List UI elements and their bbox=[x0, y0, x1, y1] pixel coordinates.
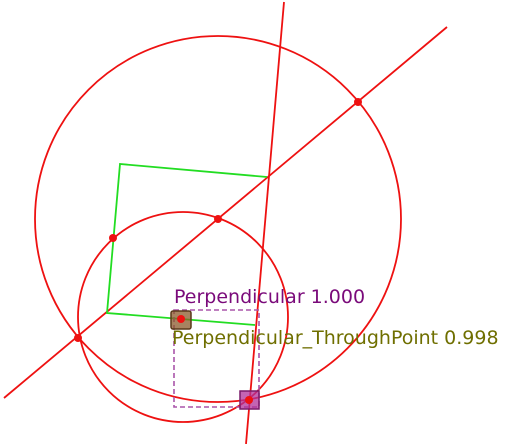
point-bottom-left[interactable] bbox=[74, 334, 82, 342]
large-circle[interactable] bbox=[34, 35, 402, 403]
perpendicular-label: Perpendicular 1.000 bbox=[174, 286, 365, 308]
through-point-label: Perpendicular_ThroughPoint 0.998 bbox=[172, 327, 499, 349]
point-brown-marker[interactable] bbox=[177, 315, 185, 323]
point-center-top[interactable] bbox=[214, 215, 222, 223]
point-left[interactable] bbox=[109, 234, 117, 242]
steep-line[interactable] bbox=[245, 1, 285, 444]
small-circle[interactable] bbox=[77, 211, 289, 423]
point-magenta-marker[interactable] bbox=[245, 396, 253, 404]
dashed-selection-box bbox=[173, 309, 260, 408]
point-circle-line-intersection-top[interactable] bbox=[354, 98, 362, 106]
